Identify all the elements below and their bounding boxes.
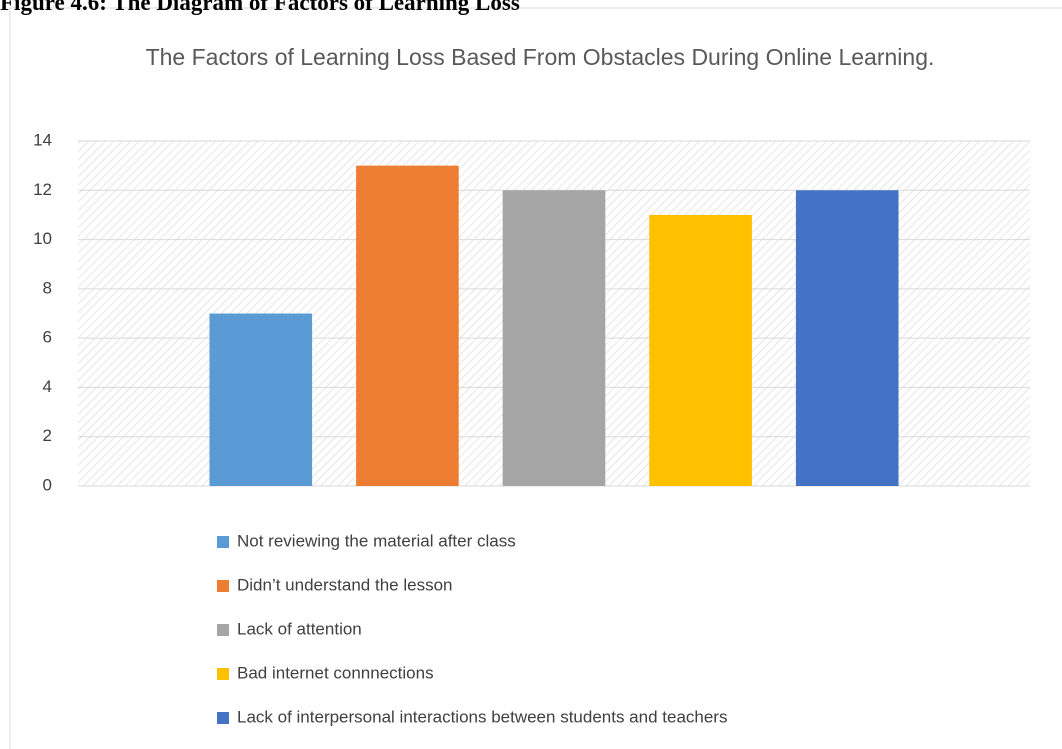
figure-caption: Figure 4.6: The Diagram of Factors of Le…: [0, 0, 520, 15]
legend-label: Lack of attention: [237, 619, 362, 638]
bar: [649, 214, 752, 486]
y-tick-label: 4: [43, 377, 52, 396]
y-tick-label: 14: [33, 130, 52, 149]
y-tick-label: 10: [33, 229, 52, 248]
legend-label: Not reviewing the material after class: [237, 531, 516, 550]
bar: [795, 190, 899, 487]
legend-label: Didn’t understand the lesson: [237, 575, 452, 594]
legend-swatch: [217, 536, 229, 548]
y-tick-label: 2: [43, 426, 52, 445]
legend-swatch: [217, 668, 229, 680]
legend-swatch: [217, 712, 229, 724]
y-tick-label: 12: [33, 180, 52, 199]
bar: [209, 313, 313, 486]
legend-label: Lack of interpersonal interactions betwe…: [237, 707, 727, 726]
chart-title: The Factors of Learning Loss Based From …: [145, 44, 935, 70]
legend-label: Bad internet connnections: [237, 663, 434, 682]
y-tick-label: 6: [43, 328, 52, 347]
bar: [502, 190, 606, 487]
legend-swatch: [217, 580, 229, 592]
bar: [356, 165, 459, 486]
legend-swatch: [217, 624, 229, 636]
y-tick-label: 0: [43, 475, 52, 494]
y-tick-label: 8: [43, 278, 52, 297]
